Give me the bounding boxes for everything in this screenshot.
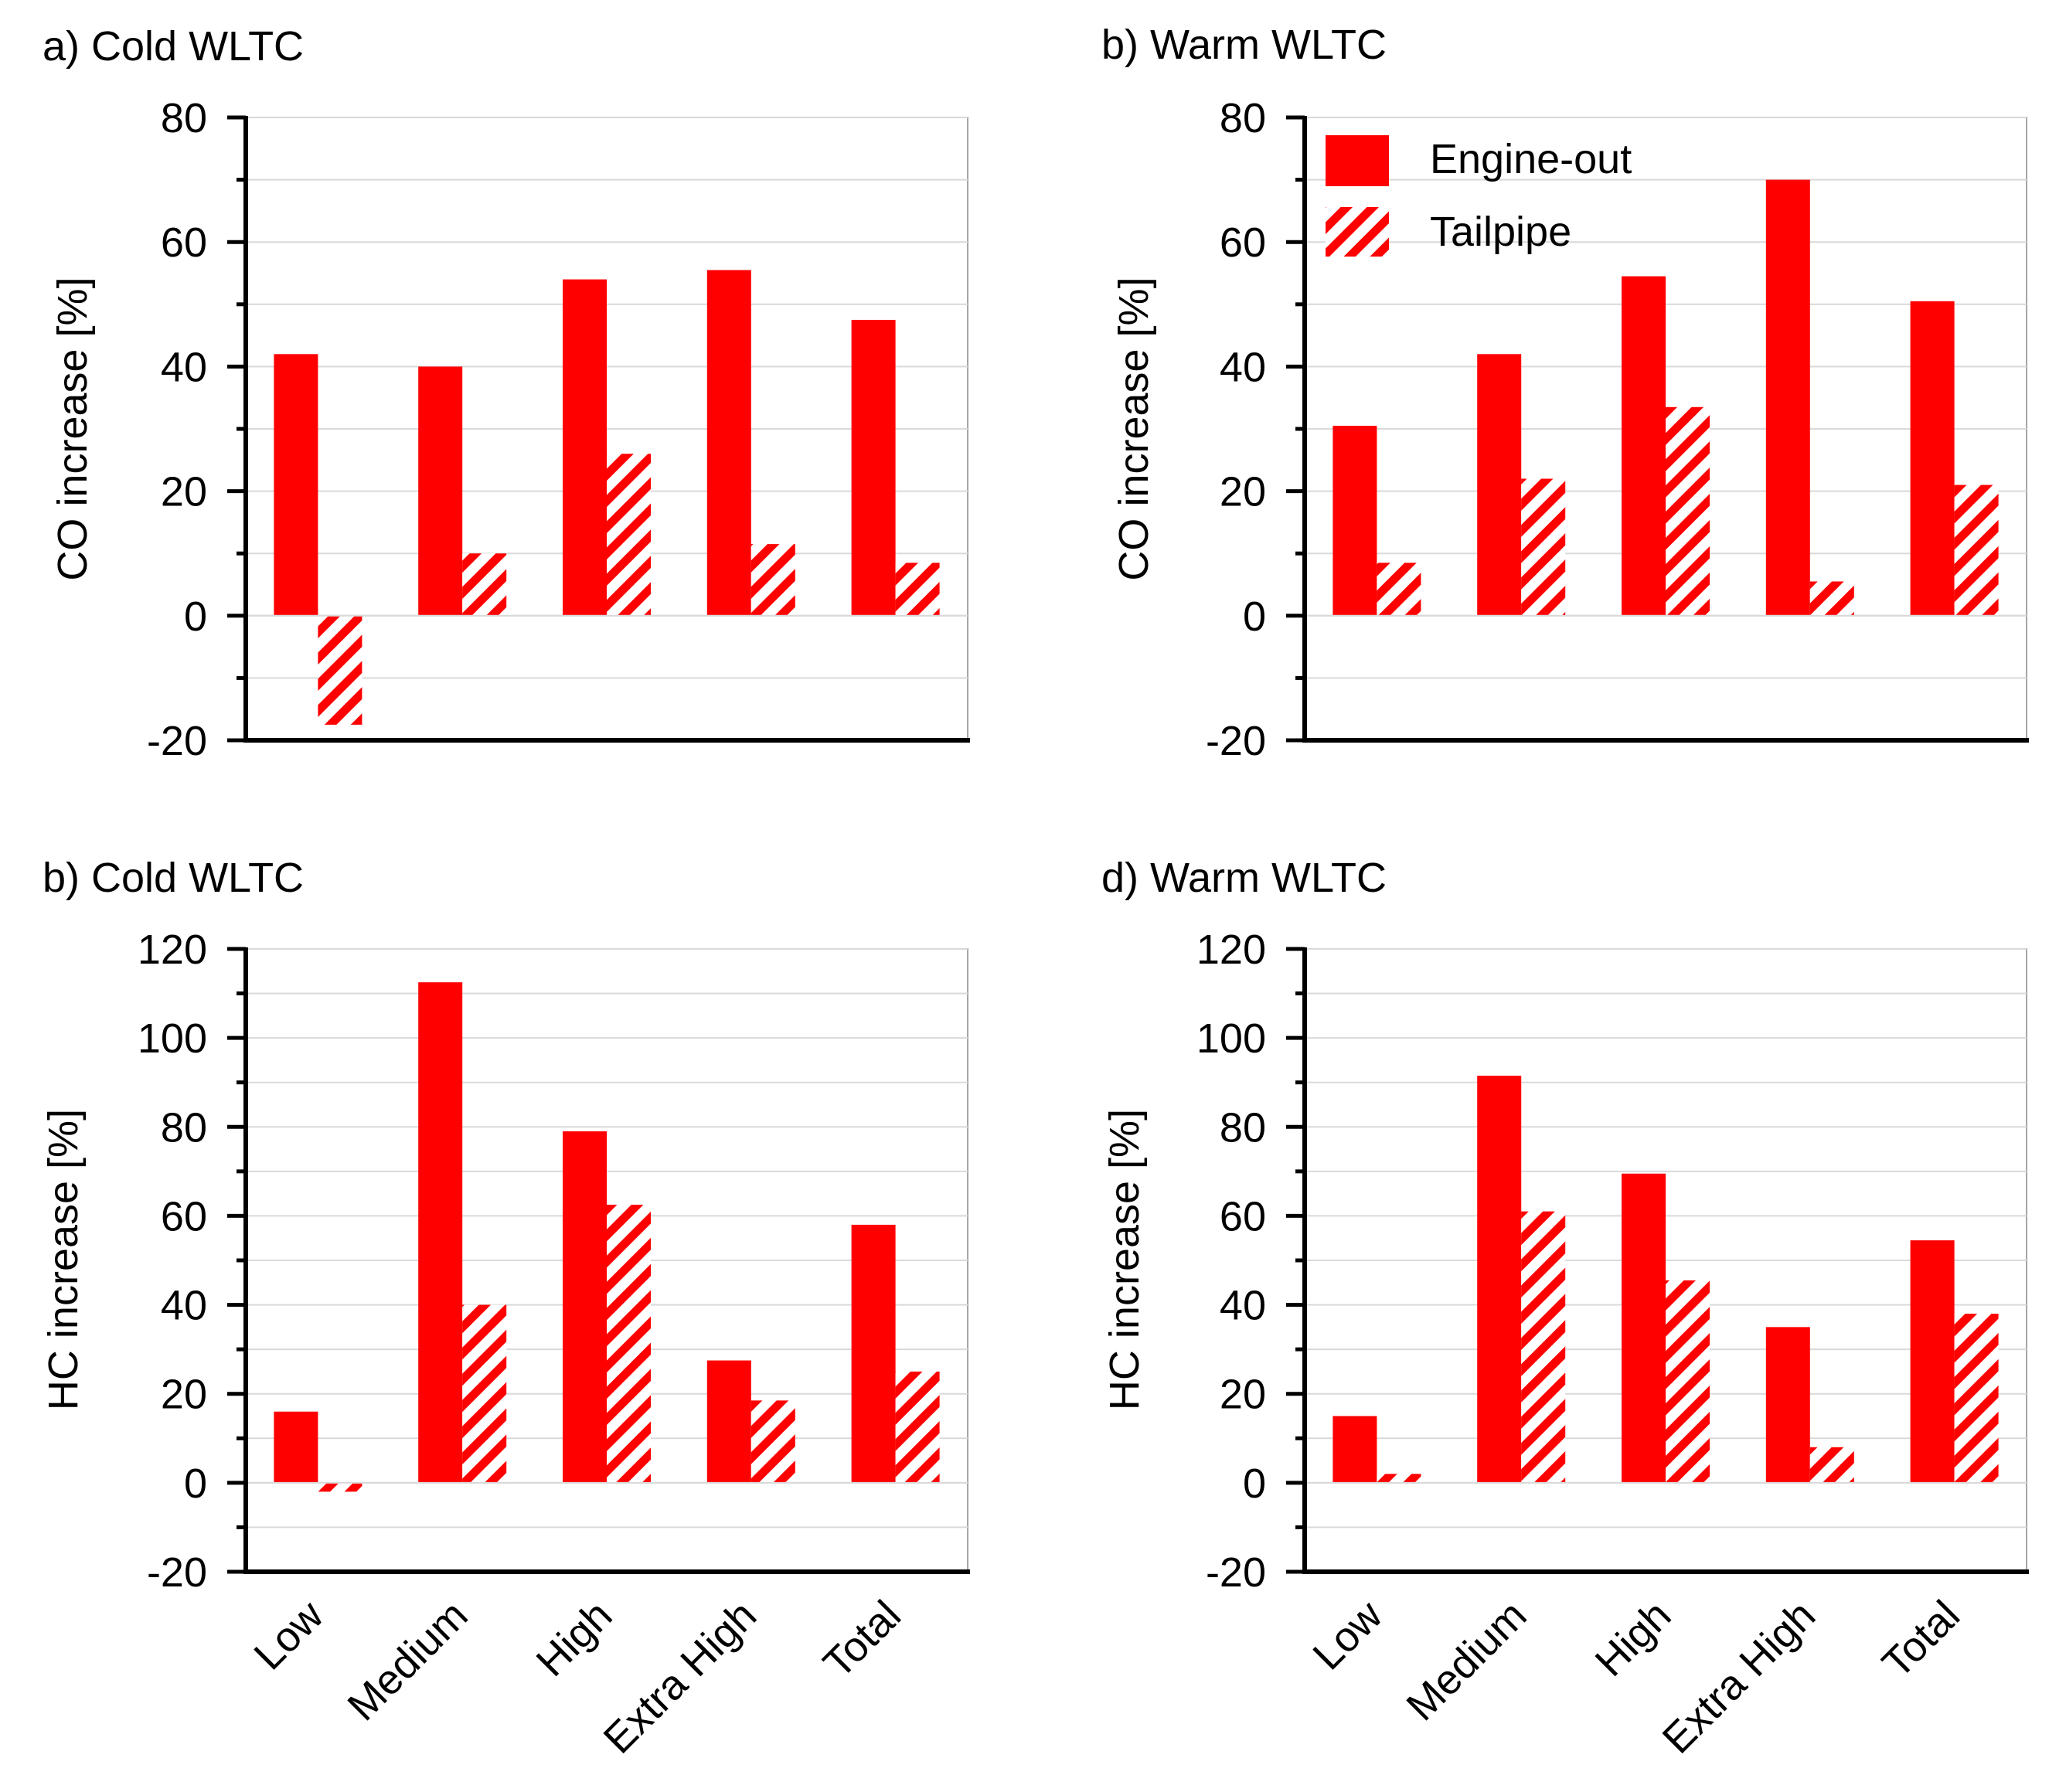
bar-tailpipe-medium (462, 1304, 507, 1483)
bar-engine-out-medium (1477, 1076, 1522, 1483)
y-tick-label: -20 (1206, 718, 1266, 764)
bar-engine-out-low (274, 1411, 318, 1483)
y-tick-label: 60 (1220, 1193, 1266, 1239)
bar-engine-out-total (851, 1224, 896, 1483)
panel-title-b-top: b) Warm WLTC (1101, 22, 1387, 68)
y-tick-label: 0 (1243, 593, 1266, 640)
y-tick-label: 0 (1243, 1460, 1266, 1507)
bar-engine-out-extra-high (1765, 179, 1810, 616)
x-tick-label-total: Total (815, 1592, 910, 1687)
legend: Engine-out Tailpipe (1326, 135, 1632, 257)
y-tick-label: -20 (1206, 1549, 1266, 1596)
bar-tailpipe-low (318, 1482, 362, 1492)
y-tick-label: 20 (161, 1372, 207, 1418)
y-tick-label: -20 (147, 718, 207, 764)
legend-label-tailpipe: Tailpipe (1430, 209, 1571, 255)
bar-tailpipe-extra-high (1809, 1447, 1854, 1483)
legend-swatch-engine-out (1326, 135, 1389, 186)
y-tick-label: 100 (1196, 1015, 1266, 1062)
bar-tailpipe-low (1377, 1474, 1421, 1483)
y-tick-label: 20 (1220, 469, 1266, 515)
bar-engine-out-high (563, 1131, 607, 1483)
y-tick-label: 120 (138, 927, 207, 973)
y-tick-label: 0 (184, 1460, 207, 1507)
panel-title-b-bottom: b) Cold WLTC (43, 855, 304, 901)
y-axis-label-b-bottom: HC increase [%] (40, 1109, 87, 1410)
bar-engine-out-high (1622, 276, 1666, 616)
bar-tailpipe-high (607, 1205, 651, 1483)
bar-tailpipe-low (318, 615, 362, 725)
x-tick-label-low: Low (245, 1591, 332, 1678)
bar-engine-out-extra-high (706, 270, 751, 616)
bar-tailpipe-medium (462, 553, 507, 616)
bar-engine-out-medium (418, 982, 463, 1483)
legend-swatch-tailpipe (1326, 207, 1389, 257)
bar-engine-out-low (274, 354, 318, 616)
y-tick-label: 40 (161, 1283, 207, 1329)
x-tick-label-medium: Medium (1397, 1592, 1535, 1729)
co-cold-chart: -20 0 20 40 60 80 (147, 95, 970, 764)
bar-tailpipe-total (1954, 1314, 1999, 1483)
y-tick-label: 120 (1196, 927, 1266, 973)
x-tick-label-total: Total (1874, 1592, 1969, 1687)
y-tick-label: 80 (161, 95, 207, 141)
bar-tailpipe-extra-high (750, 1400, 795, 1483)
y-tick-label: 20 (1220, 1372, 1266, 1418)
y-tick-label: 0 (184, 593, 207, 640)
y-axis-label-b-top: CO increase [%] (1111, 277, 1157, 580)
bar-engine-out-extra-high (706, 1360, 751, 1483)
bar-tailpipe-medium (1521, 1211, 1566, 1483)
y-tick-label: -20 (147, 1549, 207, 1596)
x-tick-label-extra-high: Extra High (595, 1592, 766, 1763)
y-tick-label: 60 (161, 219, 207, 266)
bar-engine-out-medium (418, 366, 463, 616)
bar-tailpipe-total (1954, 485, 1999, 616)
bar-engine-out-low (1333, 1416, 1377, 1483)
x-tick-label-high: High (528, 1592, 621, 1685)
x-tick-label-high: High (1587, 1592, 1680, 1685)
y-tick-label: 80 (161, 1104, 207, 1151)
bar-tailpipe-low (1377, 563, 1421, 616)
x-tick-label-extra-high: Extra High (1654, 1592, 1825, 1763)
bar-tailpipe-high (607, 454, 651, 616)
bar-tailpipe-extra-high (750, 544, 795, 616)
legend-label-engine-out: Engine-out (1430, 136, 1632, 182)
bar-engine-out-total (1910, 301, 1955, 616)
bar-engine-out-high (1622, 1173, 1666, 1483)
y-tick-label: 20 (161, 469, 207, 515)
y-axis-label-d: HC increase [%] (1101, 1109, 1148, 1410)
bar-tailpipe-high (1666, 1280, 1710, 1483)
bar-tailpipe-total (895, 563, 940, 616)
y-tick-label: 40 (1220, 344, 1266, 390)
y-tick-label: 80 (1220, 1104, 1266, 1151)
panel-title-d: d) Warm WLTC (1101, 855, 1387, 901)
y-tick-label: 60 (1220, 219, 1266, 266)
bar-tailpipe-medium (1521, 478, 1566, 616)
bar-tailpipe-high (1666, 406, 1710, 616)
bar-engine-out-high (563, 279, 607, 616)
x-tick-label-medium: Medium (339, 1592, 476, 1729)
bar-engine-out-extra-high (1765, 1327, 1810, 1483)
y-tick-label: 100 (138, 1015, 207, 1062)
x-tick-label-low: Low (1304, 1591, 1391, 1678)
co-warm-chart: -20 0 20 40 60 80 (1206, 95, 2029, 764)
bar-tailpipe-total (895, 1371, 940, 1483)
bar-engine-out-medium (1477, 354, 1522, 616)
bar-tailpipe-extra-high (1809, 581, 1854, 616)
y-tick-label: 40 (161, 344, 207, 390)
panel-title-a: a) Cold WLTC (43, 23, 304, 70)
bar-engine-out-total (851, 319, 896, 616)
y-axis-label-a: CO increase [%] (49, 277, 96, 580)
y-tick-label: 80 (1220, 95, 1266, 141)
y-tick-label: 60 (161, 1193, 207, 1239)
bar-engine-out-total (1910, 1240, 1955, 1483)
bar-engine-out-low (1333, 425, 1377, 616)
y-tick-label: 40 (1220, 1283, 1266, 1329)
